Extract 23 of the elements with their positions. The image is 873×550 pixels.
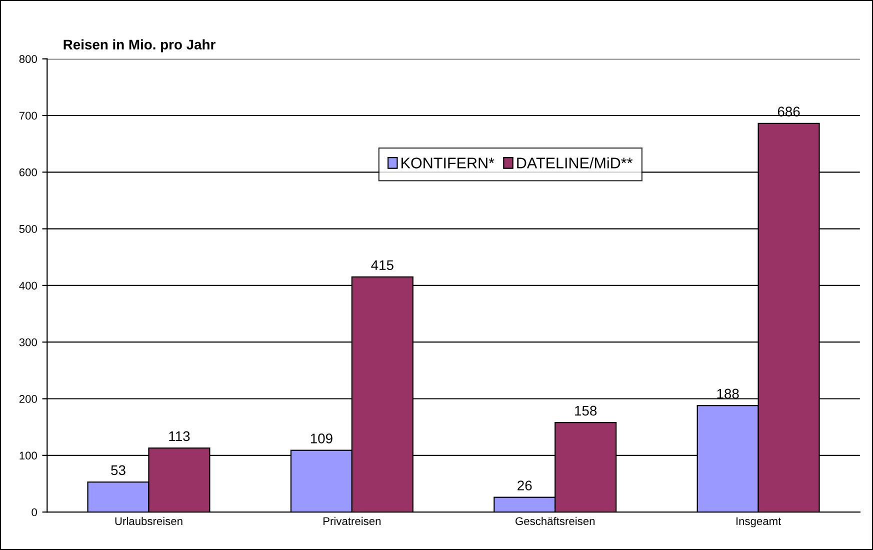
- y-tick-label: 700: [19, 112, 37, 120]
- data-label: 113: [169, 431, 190, 442]
- legend-label: KONTIFERN*: [402, 158, 494, 168]
- y-tick-label: 300: [19, 338, 37, 346]
- data-label: 188: [717, 388, 739, 399]
- x-tick-label: Privatreisen: [324, 516, 381, 526]
- y-tick-label: 800: [19, 55, 37, 63]
- y-tick-label: 400: [19, 282, 37, 290]
- x-tick-label: Insgeamt: [736, 517, 782, 528]
- y-tick-label: 200: [19, 395, 37, 403]
- data-label: 158: [575, 406, 597, 416]
- data-label: 415: [371, 260, 394, 270]
- y-tick-label: 600: [19, 168, 37, 176]
- data-label: 53: [111, 465, 126, 476]
- y-tick-label: 100: [20, 452, 37, 460]
- data-label: 26: [518, 480, 532, 490]
- y-tick-label: 0: [32, 508, 37, 516]
- data-label: 109: [310, 434, 332, 444]
- chart-title: Reisen in Mio. pro Jahr: [64, 39, 216, 52]
- legend-label: DATELINE/MiD**: [517, 157, 633, 168]
- x-tick-label: Urlaubsreisen: [115, 516, 182, 526]
- x-tick-label: Geschäftsreisen: [516, 516, 595, 526]
- y-tick-label: 500: [19, 225, 37, 233]
